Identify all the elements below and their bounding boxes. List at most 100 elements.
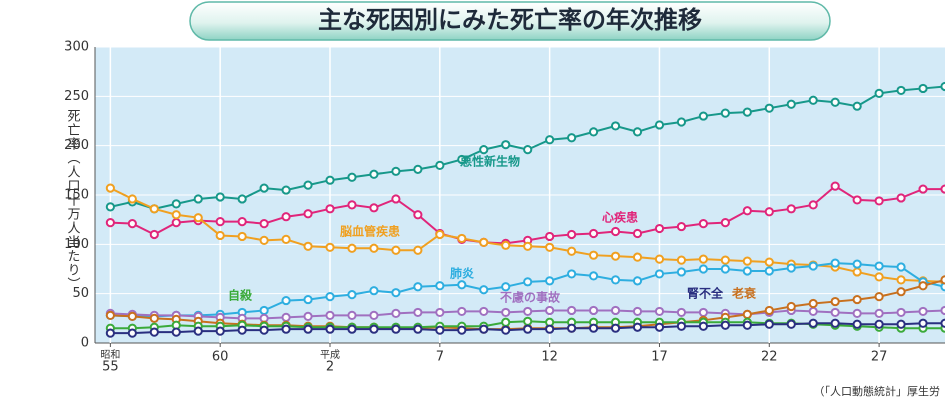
point <box>105 310 115 320</box>
point <box>413 164 423 174</box>
series-label: 脳血管疾患 <box>340 224 400 239</box>
chart-title: 主な死因別にみた死亡率の年次推移 <box>318 6 702 34</box>
point <box>479 237 489 247</box>
point <box>940 184 945 194</box>
point <box>567 269 577 279</box>
point <box>654 306 665 317</box>
point <box>149 229 159 240</box>
point <box>369 203 379 213</box>
point <box>105 328 115 338</box>
point <box>808 306 818 317</box>
point <box>193 213 203 223</box>
point <box>676 255 687 265</box>
point <box>479 285 489 295</box>
point <box>896 262 906 272</box>
title-pill <box>189 1 831 41</box>
point <box>632 322 643 332</box>
point <box>457 154 467 165</box>
point <box>435 281 445 291</box>
point <box>764 319 774 329</box>
x-tick-label: 55 <box>102 360 119 375</box>
point <box>347 324 357 334</box>
point <box>303 209 313 219</box>
point <box>896 319 906 329</box>
x-tick-label: 17 <box>651 350 668 365</box>
point <box>391 245 401 255</box>
point <box>852 259 862 269</box>
point <box>457 325 467 335</box>
point <box>808 200 818 210</box>
point <box>413 245 423 255</box>
point <box>259 183 269 193</box>
point <box>149 204 159 214</box>
series-label: 老衰 <box>732 286 757 301</box>
point <box>852 267 862 277</box>
point <box>523 145 533 155</box>
point <box>874 261 884 271</box>
point <box>105 202 115 212</box>
point <box>610 323 621 333</box>
point <box>632 276 643 286</box>
point <box>852 319 862 329</box>
point <box>281 234 291 244</box>
point <box>391 308 401 318</box>
point <box>874 272 884 282</box>
point <box>808 95 818 105</box>
point <box>874 88 884 98</box>
point <box>588 323 599 333</box>
point <box>523 316 533 326</box>
series-label: 自殺 <box>228 288 253 303</box>
point <box>501 140 511 150</box>
point <box>720 320 730 330</box>
point <box>325 292 335 302</box>
point <box>808 298 818 309</box>
point <box>391 324 401 334</box>
point <box>654 120 665 130</box>
point <box>127 311 137 321</box>
point <box>259 325 269 335</box>
point <box>567 229 577 240</box>
point <box>610 226 621 237</box>
point <box>676 117 687 127</box>
point <box>237 194 247 204</box>
point <box>391 166 401 176</box>
point <box>698 307 708 318</box>
point <box>281 312 291 322</box>
point <box>281 295 291 306</box>
point <box>105 183 115 193</box>
point <box>369 310 379 320</box>
point <box>896 275 906 285</box>
point <box>413 324 423 334</box>
point <box>567 246 577 256</box>
x-tick-era: 昭和 <box>100 349 120 361</box>
point <box>127 194 137 204</box>
point <box>479 324 489 334</box>
point <box>918 318 928 328</box>
point <box>830 296 840 307</box>
point <box>698 264 708 274</box>
point <box>764 305 774 316</box>
point <box>347 200 357 210</box>
point <box>303 311 313 321</box>
point <box>610 251 621 261</box>
point <box>545 242 555 252</box>
point <box>742 206 752 216</box>
point <box>786 204 796 214</box>
point <box>413 307 423 318</box>
point <box>852 294 862 305</box>
point <box>918 306 928 317</box>
point <box>676 221 687 232</box>
y-tick-label: 300 <box>64 40 89 55</box>
point <box>347 310 357 320</box>
point <box>632 252 643 262</box>
point <box>632 306 643 317</box>
point <box>369 169 379 179</box>
point <box>830 181 840 191</box>
point <box>588 228 599 239</box>
point <box>413 282 423 292</box>
point <box>545 305 555 316</box>
point <box>610 305 621 316</box>
point <box>523 241 533 251</box>
x-tick-label: 12 <box>541 350 558 365</box>
point <box>830 318 840 328</box>
